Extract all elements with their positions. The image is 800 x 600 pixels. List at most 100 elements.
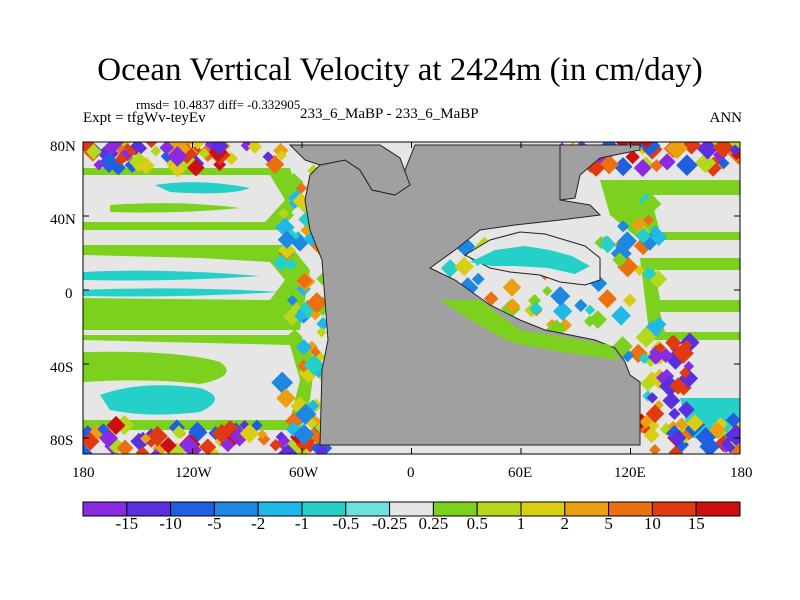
speckle-cell <box>717 157 730 169</box>
speckle-cell <box>140 433 152 445</box>
speckle-cell <box>699 436 720 454</box>
land-north <box>288 144 411 196</box>
speckle-cell <box>159 437 177 454</box>
colorbar-label: 2 <box>560 514 570 533</box>
lat-label-40n: 40N <box>50 212 76 228</box>
colorbar-label: -2 <box>251 514 266 533</box>
speckle-cell <box>240 142 253 152</box>
speckle-cell <box>617 256 639 278</box>
speckle-cell <box>696 142 719 160</box>
lon-label-180e: 180 <box>730 465 753 481</box>
speckle-cell <box>198 147 210 160</box>
speckle-cell <box>678 401 695 418</box>
lat-label-0: 0 <box>65 286 73 302</box>
speckle-cell <box>725 412 740 428</box>
speckle-cell <box>284 258 298 271</box>
speckle-cell <box>662 391 681 410</box>
speckle-cell <box>114 152 128 166</box>
speckle-cell <box>623 293 637 308</box>
speckle-cell <box>697 428 716 446</box>
colorbar-label: -0.5 <box>332 514 360 533</box>
speckle-cell <box>269 438 282 452</box>
speckle-cell <box>649 444 661 454</box>
colorbar-label: 10 <box>643 514 661 533</box>
neutral-patch <box>655 270 740 300</box>
speckle-cell <box>93 159 105 171</box>
colorbar-label: -5 <box>207 514 222 533</box>
speckle-cell <box>725 424 740 447</box>
speckle-cell <box>650 229 668 246</box>
speckle-cell <box>251 419 263 432</box>
speckle-cell <box>276 388 296 409</box>
speckle-cell <box>83 426 93 438</box>
speckle-cell <box>617 231 637 251</box>
speckle-cell <box>633 159 652 177</box>
stats-text: rmsd= 10.4837 diff= -0.332905 <box>136 97 301 112</box>
speckle-cell <box>574 298 588 313</box>
lon-label-120e: 120E <box>614 465 646 481</box>
colorbar-label: -1 <box>294 514 310 533</box>
speckle-cell <box>676 154 698 177</box>
plot-area <box>83 142 740 454</box>
speckle-cell <box>643 426 660 444</box>
green-streak <box>110 203 240 213</box>
speckle-cell <box>672 342 694 364</box>
speckle-cell <box>210 142 229 156</box>
speckle-cell <box>621 349 635 363</box>
speckle-cell <box>310 346 321 358</box>
speckle-cell <box>483 291 499 306</box>
speckle-cell <box>612 252 628 268</box>
colorbar-label: -15 <box>115 514 139 533</box>
cyan-streak <box>83 270 260 281</box>
speckle-cell <box>643 214 654 226</box>
speckle-cell <box>295 339 312 356</box>
speckle-cell <box>303 231 319 247</box>
cyan-streak <box>100 385 215 415</box>
speckle-cell <box>642 266 657 281</box>
runs-label: 233_6_MaBP - 233_6_MaBP <box>300 106 479 122</box>
colorbar-swatch <box>695 501 741 517</box>
speckle-cell <box>303 354 325 376</box>
green-streak <box>83 313 270 322</box>
speckle-cell <box>583 315 596 328</box>
speckle-cell <box>666 142 688 160</box>
speckle-cell <box>316 327 327 338</box>
speckle-cell <box>130 432 148 451</box>
speckle-cell <box>675 417 689 431</box>
speckle-cell <box>187 158 205 177</box>
speckle-cell <box>454 256 474 277</box>
inland-sea-field <box>470 246 590 274</box>
speckle-cell <box>655 371 669 385</box>
colorbar-label: -0.25 <box>371 514 408 533</box>
speckle-cell <box>296 272 313 289</box>
speckle-cell <box>646 392 659 404</box>
speckle-cell <box>527 293 542 308</box>
lat-label-80s: 80S <box>50 433 74 449</box>
speckle-cell <box>171 425 186 440</box>
speckle-cell <box>681 142 702 155</box>
speckle-cell <box>278 443 298 454</box>
colorbar-label: 15 <box>687 514 705 533</box>
neutral-patch <box>660 312 740 332</box>
colorbar-label: 1 <box>516 514 526 533</box>
speckle-cell <box>83 444 93 454</box>
speckle-cell <box>628 343 648 364</box>
speckle-cell <box>642 194 662 214</box>
speckle-cell <box>695 152 717 174</box>
speckle-cell <box>712 147 728 163</box>
speckle-cell <box>179 435 199 454</box>
speckle-cell <box>678 368 699 389</box>
speckle-cell <box>654 342 666 354</box>
speckle-cell <box>658 347 674 363</box>
speckle-cell <box>306 292 328 314</box>
colorbar-swatch <box>520 501 566 517</box>
speckle-cell <box>199 438 217 454</box>
speckle-cell <box>135 446 149 454</box>
chart-title: Ocean Vertical Velocity at 2424m (in cm/… <box>97 52 703 88</box>
lon-label-60w: 60W <box>289 465 319 481</box>
speckle-cell <box>668 407 681 420</box>
lon-label-60e: 60E <box>508 465 533 481</box>
season-label: ANN <box>709 110 743 126</box>
speckle-cell <box>211 423 232 444</box>
